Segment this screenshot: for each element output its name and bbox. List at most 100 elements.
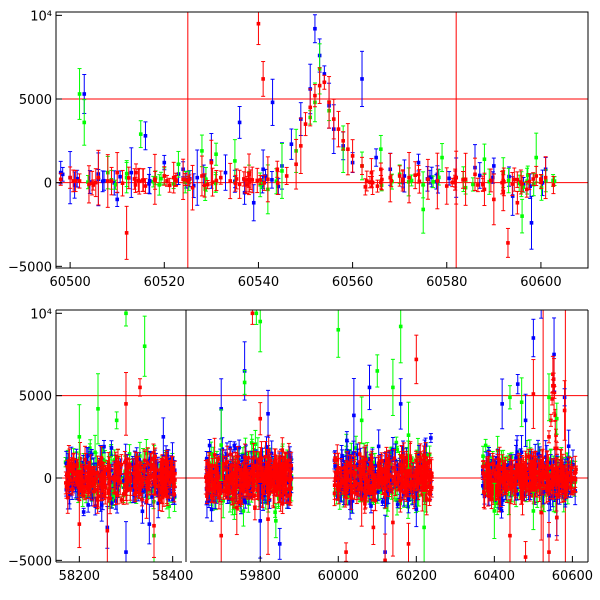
data-point-group [146, 173, 151, 194]
data-point [346, 147, 350, 152]
data-point-group [228, 162, 233, 200]
data-point-group [153, 170, 158, 190]
data-point [200, 174, 204, 178]
data-point-group [336, 110, 341, 148]
data-point-group [250, 166, 255, 194]
data-point [82, 92, 87, 96]
data-point-group [275, 171, 280, 195]
data-point-group [303, 112, 308, 137]
data-point-group [421, 171, 426, 199]
data-point-group [440, 143, 445, 173]
data-point [515, 177, 520, 182]
data-point [471, 182, 475, 187]
data-point [528, 184, 532, 188]
data-point [90, 181, 94, 185]
data-point-group [341, 131, 346, 151]
data-point [109, 451, 113, 455]
data-point [99, 468, 104, 473]
data-point-group [210, 167, 215, 197]
data-point [343, 460, 348, 465]
data-point [389, 179, 394, 183]
data-point-group [488, 168, 493, 193]
data-point-group [187, 174, 192, 185]
data-point-group [379, 168, 384, 191]
data-point-group [202, 173, 207, 198]
data-point [231, 467, 235, 472]
data-point-group [543, 156, 548, 200]
data-point-group [279, 143, 284, 199]
data-point [250, 178, 255, 182]
data-point [527, 179, 532, 184]
data-point-group [308, 88, 313, 127]
data-point [276, 184, 281, 189]
data-point [114, 483, 119, 487]
data-point [275, 167, 280, 172]
data-point [531, 182, 536, 187]
data-point [147, 178, 152, 183]
data-point [327, 100, 331, 105]
plot-area [56, 310, 588, 562]
data-point [109, 446, 114, 450]
y-tick-label: 5000 [19, 93, 52, 108]
data-point [360, 164, 364, 168]
data-point-group [247, 171, 252, 193]
data-point-group [71, 169, 76, 193]
data-point-group [90, 170, 95, 196]
data-point [171, 175, 176, 180]
data-point-group [109, 166, 114, 196]
data-point [299, 144, 303, 148]
data-point-group [82, 99, 87, 146]
data-point-group [173, 172, 178, 187]
data-point [253, 442, 258, 446]
data-point [331, 117, 336, 121]
data-point-group [176, 150, 181, 178]
data-point-group [453, 168, 458, 188]
data-point [534, 174, 539, 178]
data-point-group [93, 168, 98, 198]
data-point-group [102, 439, 107, 454]
data-point-group [269, 171, 274, 189]
data-point [143, 184, 148, 188]
data-point [502, 180, 506, 184]
data-point-group [265, 156, 270, 203]
data-point [237, 120, 242, 125]
data-point [517, 492, 522, 497]
data-point [370, 180, 374, 184]
data-point [428, 175, 432, 179]
data-point [263, 174, 268, 178]
data-point [294, 162, 298, 167]
data-point [256, 451, 260, 456]
data-point [129, 170, 134, 175]
data-point-group [427, 169, 432, 185]
data-point-group [515, 191, 520, 215]
y-tick-label: 10⁴ [30, 9, 52, 24]
data-point-group [520, 198, 525, 234]
data-point [450, 180, 455, 185]
data-point [165, 179, 169, 183]
data-point [204, 177, 208, 182]
data-point [115, 197, 120, 202]
data-point-group [205, 179, 210, 190]
data-point [151, 179, 156, 184]
data-point [157, 183, 162, 187]
data-point [147, 182, 151, 186]
data-point [360, 77, 364, 81]
data-point-group [510, 172, 515, 197]
data-point-group [284, 166, 289, 186]
data-point [58, 170, 63, 175]
data-point [524, 187, 529, 192]
top-panel: −5000 0 5000 10⁴ 60500 60520 60540 60560 60580 60… [8, 9, 589, 290]
data-point-group [400, 170, 405, 192]
data-point-group [331, 98, 336, 140]
data-point [424, 452, 429, 457]
data-point [154, 464, 158, 468]
data-point [337, 494, 342, 499]
data-point [341, 139, 345, 143]
data-point [495, 501, 500, 506]
data-point [213, 181, 218, 186]
data-point-group [126, 166, 131, 190]
data-point [520, 214, 524, 218]
data-point [350, 154, 355, 158]
